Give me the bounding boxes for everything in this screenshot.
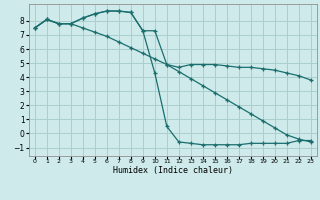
X-axis label: Humidex (Indice chaleur): Humidex (Indice chaleur) bbox=[113, 166, 233, 175]
